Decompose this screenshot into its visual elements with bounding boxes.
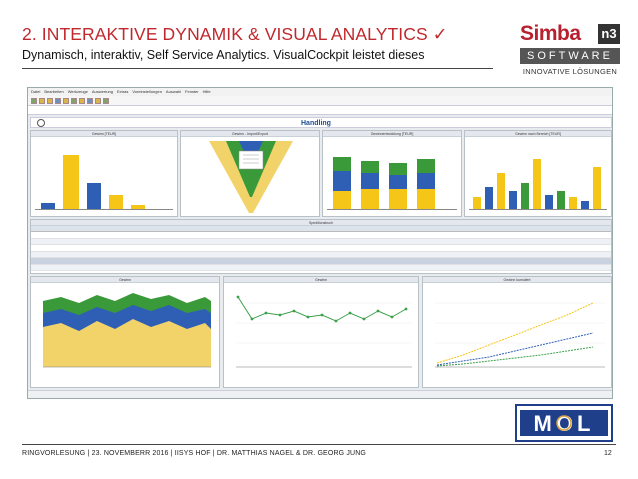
menu-item[interactable]: Werkzeuge: [67, 89, 88, 94]
bar-segment: [417, 189, 435, 209]
logo-tagline: INNOVATIVE LÖSUNGEN: [522, 67, 618, 76]
bar-segment: [361, 189, 379, 209]
panel-gewinn-kumuliert: Gewinn kumuliert: [422, 276, 612, 388]
toolbar-button[interactable]: [95, 97, 101, 104]
page-number: 12: [604, 450, 612, 457]
navigation-bar: [28, 106, 612, 115]
panel-gewinn: Gewinn [TEUR]: [30, 130, 178, 217]
visualcockpit-screenshot: Datei Bearbeiten Werkzeuge Auswertung Extras…: [27, 87, 613, 399]
menu-item[interactable]: Auswahl: [165, 89, 182, 94]
bar-segment: [333, 191, 351, 209]
toolbar-button[interactable]: [87, 97, 93, 104]
area-chart: [43, 293, 211, 368]
bar-segment: [417, 173, 435, 189]
svg-text:MOL: MOL: [534, 411, 595, 436]
mol-logo: MOL: [515, 404, 613, 442]
toolbar-button[interactable]: [71, 97, 77, 104]
funnel-chart: [209, 141, 293, 213]
bar-segment: [389, 189, 407, 209]
panel-gewinn-area: Gewinn: [30, 276, 220, 388]
bar-segment: [389, 175, 407, 189]
menu-item[interactable]: Extras: [117, 89, 129, 94]
dashboard-header: Handling: [30, 117, 612, 128]
panel-gewinn-nach-bereich: Gewinn nach Bereich [TEUR]: [464, 130, 612, 217]
menu-item[interactable]: Fenster: [185, 89, 199, 94]
bar-segment: [361, 173, 379, 189]
panel-import-export: Gewinn - Import/Export: [180, 130, 320, 217]
panel-title: Speditionsbuch: [31, 220, 611, 226]
panel-title: Gewinn: [224, 277, 418, 283]
status-bar: [28, 390, 612, 398]
menu-item[interactable]: Hilfe: [202, 89, 211, 94]
bar-segment: [333, 157, 351, 171]
bar-segment: [389, 163, 407, 175]
slide-footer: RINGVORLESUNG | 23. NOVEMBERR 2016 | IIS…: [22, 450, 367, 457]
toolbar-button[interactable]: [55, 97, 61, 104]
panel-gewinn-line: Gewinn: [223, 276, 419, 388]
toolbar: [28, 96, 612, 106]
toolbar-button[interactable]: [63, 97, 69, 104]
menu-bar: Datei Bearbeiten Werkzeuge Auswertung Extras…: [28, 88, 612, 96]
slide-subtitle: Dynamisch, interaktiv, Self Service Anal…: [22, 48, 425, 62]
bar-segment: [361, 161, 379, 173]
toolbar-button[interactable]: [31, 97, 37, 104]
logo-software: SOFTWARE: [520, 48, 620, 64]
toolbar-button[interactable]: [103, 97, 109, 104]
simba-logo: Simba n3 SOFTWARE INNOVATIVE LÖSUNGEN: [520, 22, 620, 82]
bar: [63, 155, 79, 209]
toolbar-button[interactable]: [39, 97, 45, 104]
company-logo-icon: [37, 119, 45, 127]
toolbar-button[interactable]: [79, 97, 85, 104]
footer-divider: [22, 444, 616, 445]
panel-title: Gewinn: [31, 277, 219, 283]
panel-title: Gewinn [TEUR]: [31, 131, 177, 137]
panel-title: Gewinnentwicklung [TEUR]: [323, 131, 461, 137]
menu-item[interactable]: Voreinstellungen: [132, 89, 162, 94]
line-chart: [236, 295, 412, 368]
speditionsbuch-table: Speditionsbuch: [30, 219, 612, 274]
bar: [131, 205, 145, 209]
panel-title: Gewinn kumuliert: [423, 277, 611, 283]
bar-segment: [417, 159, 435, 173]
bar: [87, 183, 101, 209]
cumulative-line-chart: [435, 302, 605, 368]
toolbar-button[interactable]: [47, 97, 53, 104]
bar-segment: [333, 171, 351, 191]
menu-item[interactable]: Auswertung: [91, 89, 113, 94]
panel-title: Gewinn nach Bereich [TEUR]: [465, 131, 611, 137]
menu-item[interactable]: Bearbeiten: [44, 89, 64, 94]
menu-item[interactable]: Datei: [31, 89, 41, 94]
bar: [41, 203, 55, 209]
bar: [109, 195, 123, 209]
panel-title: Gewinn - Import/Export: [181, 131, 319, 137]
title-divider: [22, 68, 493, 69]
panel-gewinnentwicklung: Gewinnentwicklung [TEUR]: [322, 130, 462, 217]
dashboard-title: Handling: [301, 120, 331, 127]
slide-title: 2. INTERAKTIVE DYNAMIK & VISUAL ANALYTIC…: [22, 24, 448, 44]
logo-superscript: n3: [598, 24, 620, 44]
logo-brand: Simba: [520, 22, 581, 45]
